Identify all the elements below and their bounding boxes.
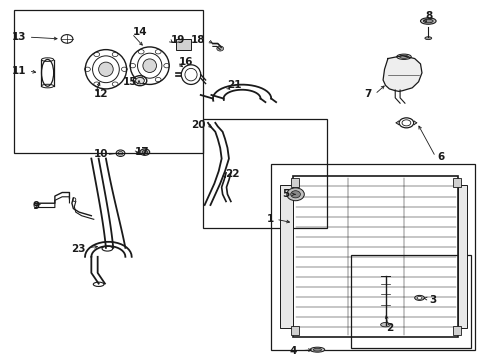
Text: 14: 14 [132, 27, 147, 37]
Ellipse shape [423, 19, 432, 23]
Ellipse shape [99, 62, 113, 76]
Text: 18: 18 [191, 35, 205, 45]
Polygon shape [382, 56, 421, 91]
Bar [458, 185, 466, 328]
Ellipse shape [396, 54, 410, 59]
Ellipse shape [135, 77, 144, 84]
Ellipse shape [399, 55, 407, 58]
Ellipse shape [142, 59, 156, 72]
Circle shape [216, 46, 223, 51]
Text: 2: 2 [386, 323, 393, 333]
Text: 22: 22 [224, 168, 239, 179]
Text: 21: 21 [227, 80, 242, 90]
Text: 12: 12 [94, 89, 108, 99]
Circle shape [286, 188, 304, 201]
Text: 7: 7 [364, 89, 371, 99]
Text: 11: 11 [12, 66, 27, 76]
Text: 6: 6 [437, 152, 444, 162]
Ellipse shape [313, 348, 321, 351]
Text: 5: 5 [282, 189, 289, 199]
Text: 20: 20 [191, 120, 205, 130]
Ellipse shape [416, 296, 421, 299]
Ellipse shape [181, 43, 186, 46]
Ellipse shape [414, 296, 424, 300]
Ellipse shape [424, 37, 431, 40]
Bar [452, 178, 460, 187]
Bar [279, 185, 292, 328]
Bar [203, 119, 326, 228]
Ellipse shape [118, 152, 122, 155]
Text: 1: 1 [266, 214, 273, 224]
Text: 16: 16 [179, 57, 193, 67]
Bar [452, 327, 460, 336]
Text: 3: 3 [428, 295, 436, 305]
Ellipse shape [420, 18, 435, 24]
Bar [290, 327, 298, 336]
Text: 17: 17 [135, 148, 149, 157]
Text: 4: 4 [288, 346, 296, 356]
Bar [292, 176, 458, 337]
Ellipse shape [142, 150, 147, 154]
Ellipse shape [380, 323, 389, 327]
Text: 8: 8 [425, 11, 432, 21]
Bar [290, 178, 298, 187]
Bar [271, 164, 474, 350]
Bar [351, 255, 469, 348]
Ellipse shape [309, 347, 324, 352]
Ellipse shape [140, 149, 149, 156]
Text: 13: 13 [12, 32, 27, 42]
Bar [176, 39, 191, 50]
Text: 19: 19 [170, 35, 184, 45]
Circle shape [290, 191, 300, 198]
Text: 10: 10 [94, 149, 108, 159]
Bar [14, 10, 203, 153]
Text: 9: 9 [33, 201, 40, 211]
Text: 15: 15 [123, 77, 137, 87]
Text: 23: 23 [71, 244, 85, 253]
